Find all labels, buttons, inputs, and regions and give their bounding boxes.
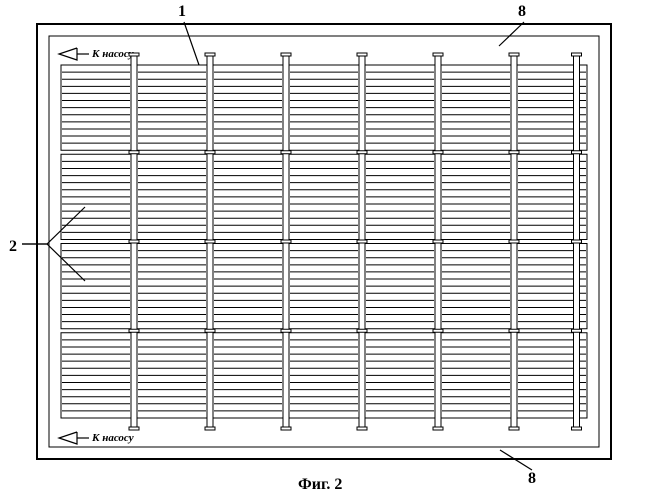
callout-label: 8 xyxy=(518,3,526,21)
callout-label: 1 xyxy=(178,3,186,21)
callout-label: 2 xyxy=(9,238,17,256)
vertical-tube xyxy=(433,53,443,430)
vertical-tube xyxy=(281,53,291,430)
figure-caption: Фиг. 2 xyxy=(298,476,342,494)
vertical-tube xyxy=(357,53,367,430)
vertical-tube xyxy=(509,53,519,430)
vertical-tube xyxy=(572,53,582,430)
pump-label: К насосу xyxy=(91,432,134,444)
vertical-tube xyxy=(205,53,215,430)
callout-label: 8 xyxy=(528,470,536,488)
vertical-tube xyxy=(129,53,139,430)
pump-label: К насосу xyxy=(91,48,134,60)
